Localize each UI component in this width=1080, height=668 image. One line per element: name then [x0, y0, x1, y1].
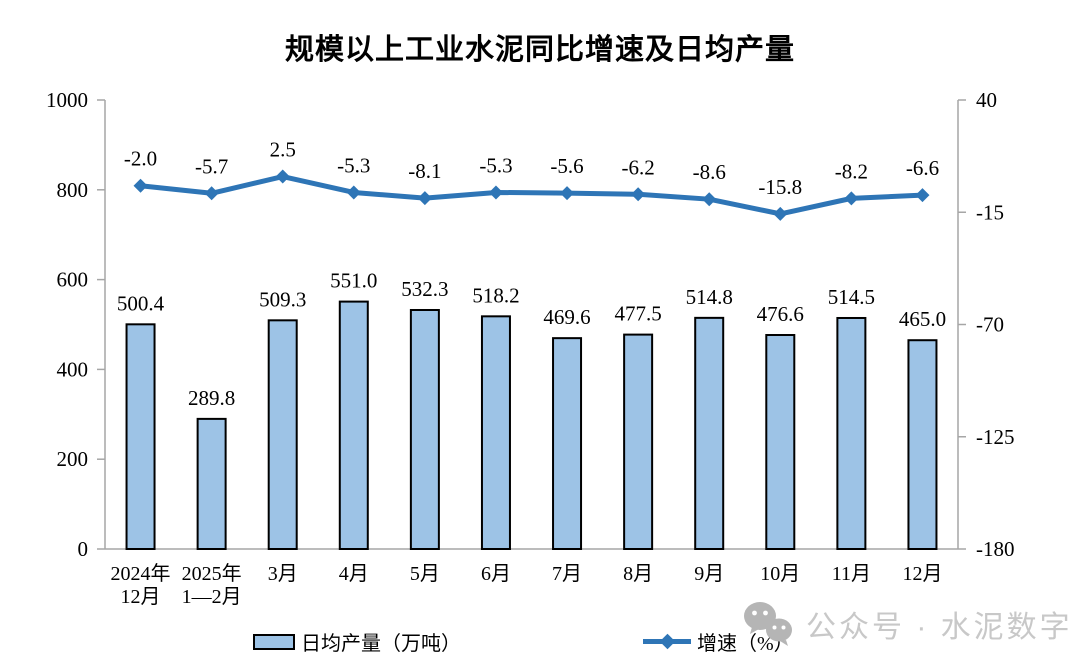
svg-text:509.3: 509.3 [259, 287, 306, 311]
legend-item-bar: 日均产量（万吨） [253, 627, 461, 656]
svg-text:-2.0: -2.0 [124, 147, 157, 171]
svg-text:4月: 4月 [339, 563, 369, 585]
svg-text:-125: -125 [976, 425, 1015, 449]
svg-text:-70: -70 [976, 313, 1004, 337]
svg-text:-8.2: -8.2 [835, 159, 868, 183]
svg-text:800: 800 [57, 178, 89, 202]
watermark-text: 公众号 · 水泥数字 [806, 611, 1073, 644]
svg-text:12月: 12月 [902, 563, 942, 585]
svg-text:1000: 1000 [46, 88, 88, 112]
svg-text:-8.1: -8.1 [408, 159, 441, 183]
svg-text:477.5: 477.5 [615, 302, 662, 326]
svg-text:551.0: 551.0 [330, 269, 377, 293]
svg-text:518.2: 518.2 [472, 283, 519, 307]
svg-text:469.6: 469.6 [543, 305, 590, 329]
svg-text:500.4: 500.4 [117, 291, 165, 315]
wechat-bubbles-icon [744, 602, 792, 646]
svg-text:-5.3: -5.3 [337, 153, 370, 177]
svg-text:12月: 12月 [121, 586, 161, 608]
svg-text:11月: 11月 [832, 563, 871, 585]
chart-title: 规模以上工业水泥同比增速及日均产量 [284, 34, 795, 66]
bar-series-swatch [253, 633, 295, 650]
svg-text:3月: 3月 [268, 563, 298, 585]
svg-text:514.5: 514.5 [828, 285, 875, 309]
svg-text:465.0: 465.0 [899, 307, 946, 331]
svg-text:200: 200 [57, 447, 89, 471]
legend-label-line: 增速（%） [697, 633, 794, 655]
svg-text:-6.6: -6.6 [906, 156, 939, 180]
svg-text:476.6: 476.6 [757, 302, 804, 326]
svg-text:8月: 8月 [623, 563, 653, 585]
line-series-swatch [643, 633, 691, 650]
svg-text:5月: 5月 [410, 563, 440, 585]
legend-item-line: 增速（%） [643, 627, 794, 656]
legend-label-bar: 日均产量（万吨） [301, 633, 461, 655]
svg-text:600: 600 [57, 268, 89, 292]
diamond-marker-icon [659, 633, 676, 650]
svg-text:-5.7: -5.7 [195, 154, 228, 178]
svg-text:9月: 9月 [694, 563, 724, 585]
svg-text:-180: -180 [976, 537, 1015, 561]
svg-text:7月: 7月 [552, 563, 582, 585]
svg-text:-15.8: -15.8 [758, 175, 802, 199]
svg-text:1—2月: 1—2月 [182, 586, 242, 608]
svg-text:2025年: 2025年 [182, 562, 242, 585]
svg-text:40: 40 [976, 88, 997, 112]
svg-text:-8.6: -8.6 [693, 160, 726, 184]
svg-text:532.3: 532.3 [401, 277, 448, 301]
svg-text:-5.6: -5.6 [550, 154, 583, 178]
svg-text:2024年: 2024年 [111, 562, 171, 585]
svg-text:514.8: 514.8 [686, 285, 733, 309]
svg-text:6月: 6月 [481, 563, 511, 585]
svg-text:289.8: 289.8 [188, 386, 235, 410]
svg-text:400: 400 [57, 357, 89, 381]
svg-text:2.5: 2.5 [270, 138, 296, 162]
svg-text:0: 0 [78, 537, 89, 561]
svg-text:10月: 10月 [760, 563, 800, 585]
svg-text:-5.3: -5.3 [479, 153, 512, 177]
svg-text:-15: -15 [976, 200, 1004, 224]
svg-text:-6.2: -6.2 [622, 155, 655, 179]
watermark: 公众号 · 水泥数字 [742, 600, 1073, 648]
